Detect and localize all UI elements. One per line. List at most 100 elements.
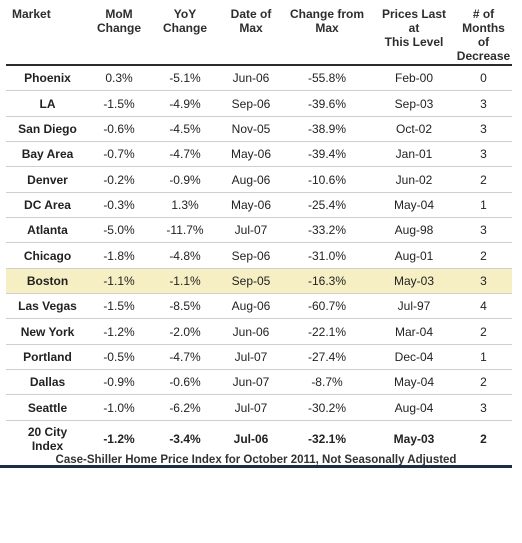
cell-months-decrease: 3: [455, 115, 512, 142]
cell-yoy: -4.9%: [149, 90, 221, 117]
table-row: San Diego -0.6% -4.5% Nov-05 -38.9% Oct-…: [6, 115, 512, 142]
cell-change-from-max: -31.0%: [281, 242, 373, 269]
cell-date-of-max: May-06: [221, 141, 281, 167]
cell-prices-last: Jun-02: [373, 166, 455, 193]
table-row: Chicago -1.8% -4.8% Sep-06 -31.0% Aug-01…: [6, 242, 512, 269]
cell-mom: -0.5%: [89, 343, 149, 370]
table-row: Atlanta -5.0% -11.7% Jul-07 -33.2% Aug-9…: [6, 217, 512, 243]
cell-prices-last: Dec-04: [373, 343, 455, 370]
cell-market: Atlanta: [6, 217, 89, 243]
table-row-index-summary: 20 City Index -1.2% -3.4% Jul-06 -32.1% M…: [6, 419, 512, 457]
price-index-table-container: Market MoM Change YoY Change Date of Max Ch…: [6, 4, 512, 457]
table-row: Phoenix 0.3% -5.1% Jun-06 -55.8% Feb-00 …: [6, 64, 512, 91]
cell-months-decrease: 3: [455, 141, 512, 167]
cell-change-from-max: -22.1%: [281, 318, 373, 345]
cell-date-of-max: Jul-07: [221, 394, 281, 421]
cell-prices-last: Aug-98: [373, 217, 455, 243]
table-row: Portland -0.5% -4.7% Jul-07 -27.4% Dec-0…: [6, 343, 512, 370]
cell-date-of-max: Aug-06: [221, 293, 281, 319]
cell-months-decrease: 0: [455, 64, 512, 91]
cell-months-decrease: 2: [455, 369, 512, 395]
cell-mom: -1.0%: [89, 394, 149, 421]
cell-market: San Diego: [6, 115, 89, 142]
cell-prices-last: May-03: [373, 419, 455, 457]
table-row: New York -1.2% -2.0% Jun-06 -22.1% Mar-0…: [6, 318, 512, 345]
cell-yoy: -3.4%: [149, 419, 221, 457]
table-row: Las Vegas -1.5% -8.5% Aug-06 -60.7% Jul-…: [6, 293, 512, 319]
cell-months-decrease: 2: [455, 318, 512, 345]
table-row: Denver -0.2% -0.9% Aug-06 -10.6% Jun-02 …: [6, 166, 512, 193]
cell-change-from-max: -38.9%: [281, 115, 373, 142]
cell-market: Denver: [6, 166, 89, 193]
cell-mom: -0.2%: [89, 166, 149, 193]
caption-divider: [0, 465, 512, 468]
cell-date-of-max: Sep-06: [221, 90, 281, 117]
cell-prices-last: Aug-04: [373, 394, 455, 421]
cell-prices-last: Sep-03: [373, 90, 455, 117]
cell-mom: -1.2%: [89, 419, 149, 457]
cell-prices-last: Jul-97: [373, 293, 455, 319]
cell-mom: -0.9%: [89, 369, 149, 395]
table-body: Phoenix 0.3% -5.1% Jun-06 -55.8% Feb-00 …: [6, 64, 512, 457]
cell-date-of-max: Sep-05: [221, 267, 281, 294]
cell-yoy: -4.7%: [149, 343, 221, 370]
cell-date-of-max: Jul-07: [221, 217, 281, 243]
header-months-decrease: # of Months of Decrease: [456, 7, 511, 63]
cell-mom: -1.1%: [89, 267, 149, 294]
cell-market: New York: [6, 318, 89, 345]
table-row: DC Area -0.3% 1.3% May-06 -25.4% May-04 …: [6, 191, 512, 218]
cell-change-from-max: -55.8%: [281, 64, 373, 91]
cell-prices-last: Feb-00: [373, 64, 455, 91]
cell-market: Dallas: [6, 369, 89, 395]
cell-change-from-max: -32.1%: [281, 419, 373, 457]
header-prices-last: Prices Last at This Level: [381, 7, 447, 49]
cell-yoy: -2.0%: [149, 318, 221, 345]
cell-date-of-max: Nov-05: [221, 115, 281, 142]
header-change-from-max: Change from Max: [289, 7, 364, 35]
cell-date-of-max: Jul-06: [221, 419, 281, 457]
cell-market: Portland: [6, 343, 89, 370]
cell-market: 20 City Index: [6, 419, 89, 457]
header-mom-change: MoM Change: [96, 7, 141, 35]
cell-mom: -0.3%: [89, 191, 149, 218]
cell-yoy: -5.1%: [149, 64, 221, 91]
cell-yoy: -6.2%: [149, 394, 221, 421]
table-row-highlighted: Boston -1.1% -1.1% Sep-05 -16.3% May-03 …: [6, 267, 512, 294]
cell-months-decrease: 3: [455, 90, 512, 117]
cell-market: DC Area: [6, 191, 89, 218]
header-yoy-change: YoY Change: [162, 7, 207, 35]
header-date-of-max: Date of Max: [230, 7, 272, 35]
cell-prices-last: May-04: [373, 191, 455, 218]
cell-date-of-max: Jun-06: [221, 64, 281, 91]
cell-prices-last: Aug-01: [373, 242, 455, 269]
cell-yoy: -4.5%: [149, 115, 221, 142]
cell-months-decrease: 1: [455, 343, 512, 370]
cell-market: Chicago: [6, 242, 89, 269]
cell-months-decrease: 2: [455, 242, 512, 269]
cell-change-from-max: -8.7%: [281, 369, 373, 395]
cell-mom: -0.6%: [89, 115, 149, 142]
table-row: LA -1.5% -4.9% Sep-06 -39.6% Sep-03 3: [6, 90, 512, 117]
cell-change-from-max: -60.7%: [281, 293, 373, 319]
cell-months-decrease: 1: [455, 191, 512, 218]
cell-prices-last: May-04: [373, 369, 455, 395]
cell-yoy: -0.6%: [149, 369, 221, 395]
cell-months-decrease: 2: [455, 419, 512, 457]
header-market: Market: [12, 7, 51, 21]
cell-prices-last: May-03: [373, 267, 455, 294]
cell-market: LA: [6, 90, 89, 117]
cell-months-decrease: 3: [455, 394, 512, 421]
cell-mom: -0.7%: [89, 141, 149, 167]
cell-change-from-max: -30.2%: [281, 394, 373, 421]
cell-date-of-max: Jun-07: [221, 369, 281, 395]
cell-date-of-max: Aug-06: [221, 166, 281, 193]
cell-market: Las Vegas: [6, 293, 89, 319]
cell-market: Boston: [6, 267, 89, 294]
cell-market: Phoenix: [6, 64, 89, 91]
cell-change-from-max: -39.4%: [281, 141, 373, 167]
table-row: Seattle -1.0% -6.2% Jul-07 -30.2% Aug-04…: [6, 394, 512, 421]
cell-date-of-max: Sep-06: [221, 242, 281, 269]
table-header-row: Market MoM Change YoY Change Date of Max Ch…: [6, 4, 512, 65]
cell-date-of-max: May-06: [221, 191, 281, 218]
table-row: Bay Area -0.7% -4.7% May-06 -39.4% Jan-0…: [6, 141, 512, 167]
